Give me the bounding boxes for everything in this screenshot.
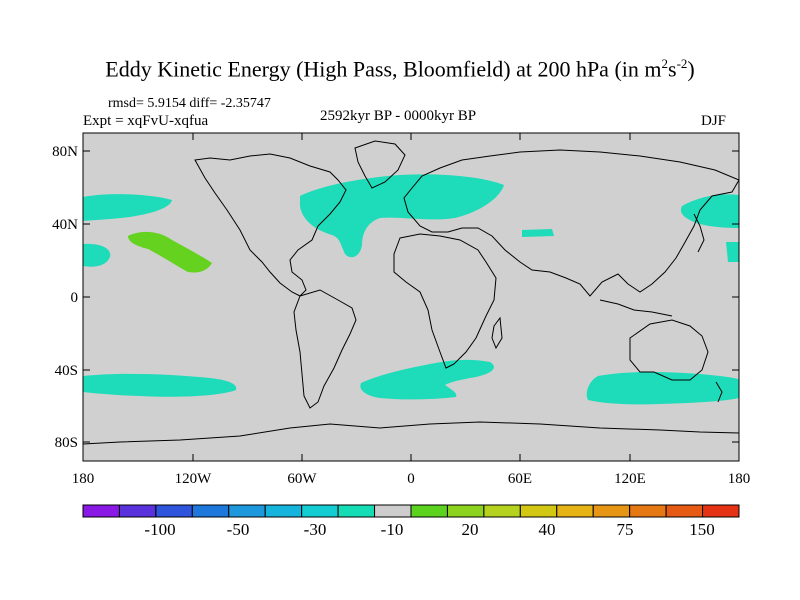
colorbar-swatch [665,504,704,518]
colorbar-label-minus30: -30 [303,520,327,539]
lat-label-80s: 80S [55,435,78,451]
lon-ticks [192,133,631,461]
lat-label-0: 0 [71,290,79,306]
colorbar-swatch [82,504,120,518]
anomaly-green-pacific [128,231,212,273]
anomaly-north-atlantic [300,174,504,258]
colorbar-swatch [446,504,485,518]
anomaly-south-pacific-east [83,373,237,397]
colorbar-label-75: 75 [616,520,634,539]
lon-label-120w: 120W [175,471,213,487]
lat-ticks [83,150,739,443]
coast-north-america [194,153,347,297]
colorbar-swatch [301,504,339,518]
colorbar-swatch [410,504,448,518]
colorbar-swatch [483,504,521,518]
lat-label-80n: 80N [52,144,78,160]
anomaly-south-indian [586,372,739,405]
coastlines [82,140,740,445]
anomaly-north-pacific-west [83,194,172,221]
lon-label-60e: 60E [508,471,532,487]
experiment-label: Expt = xqFvU-xqfua [83,113,209,129]
anomaly-central-asia [522,229,554,237]
anomaly-south-atlantic [360,359,494,400]
coast-antarctica [82,421,740,445]
coast-eurasia [403,149,740,297]
lon-label-180e: 180 [728,471,751,487]
colorbar-label-20: 20 [461,520,479,539]
colorbar-swatch [228,504,266,518]
coast-indonesia [599,299,673,317]
colorbar-swatch [118,504,157,518]
anomaly-east-pacific-strip [726,242,739,262]
colorbar-label-150: 150 [689,520,715,539]
coast-australia [629,319,709,381]
anomaly-north-pacific-east [680,194,739,228]
coast-new-zealand [715,381,723,403]
anomaly-north-pacific-band [83,243,111,267]
coast-madagascar [491,316,503,350]
colorbar-swatch [629,504,667,518]
coast-greenland [354,140,406,189]
colorbar-swatch [337,504,376,518]
colorbar-swatch [155,504,193,518]
colorbar-label-minus10: -10 [380,520,404,539]
colorbar-swatch [264,504,303,518]
lon-label-180w: 180 [72,471,95,487]
coast-japan [693,213,705,253]
colorbar-label-minus100: -100 [144,520,176,539]
coast-south-america [293,289,357,409]
lon-label-60w: 60W [287,471,317,487]
colorbar-swatch [191,504,230,518]
colorbar-swatch [592,504,631,518]
season-label: DJF [701,113,727,129]
coast-africa [393,233,497,369]
lon-label-120e: 120E [614,471,646,487]
colorbar-swatch [374,504,412,518]
map-title: Eddy Kinetic Energy (High Pass, Bloomfie… [105,56,695,82]
lat-label-40s: 40S [55,363,78,379]
colorbar-label-40: 40 [538,520,556,539]
colorbar-swatch [556,504,594,518]
colorbar-label-minus50: -50 [226,520,250,539]
colorbar-swatch [519,504,558,518]
lon-label-0: 0 [407,471,415,487]
anomaly-fields [83,174,739,405]
period-label: 2592kyr BP - 0000kyr BP [320,108,477,124]
rmsd-diff-text: rmsd= 5.9154 diff= -2.35747 [108,96,271,111]
colorbar-swatch [702,504,740,518]
colorbar [82,504,740,518]
lat-label-40n: 40N [52,217,78,233]
